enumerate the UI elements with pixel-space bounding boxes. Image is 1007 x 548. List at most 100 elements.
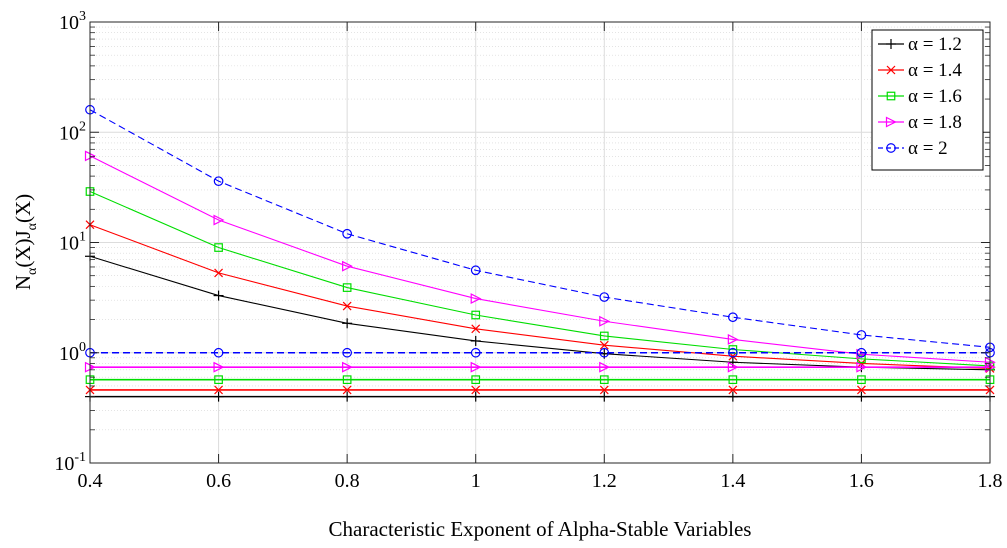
triangle-marker — [599, 315, 611, 327]
circle-marker — [728, 347, 738, 358]
x-axis-label: Characteristic Exponent of Alpha-Stable … — [329, 517, 752, 541]
plus-marker — [342, 318, 353, 329]
triangle-marker — [470, 361, 482, 373]
plus-marker — [886, 39, 896, 49]
marker-stroke — [857, 359, 866, 368]
plus-marker — [727, 391, 738, 402]
x-tick-label: 1.4 — [720, 470, 745, 492]
series-line — [89, 155, 991, 363]
x-marker — [728, 385, 738, 395]
legend-entry: α = 2 — [878, 138, 948, 159]
marker-stroke — [471, 385, 481, 395]
circle-marker — [886, 143, 896, 153]
x-tick-label: 0.4 — [78, 470, 103, 492]
x-tick-labels: 0.4 0.6 0.8 1 1.2 1.4 1.6 1.8 — [78, 470, 1003, 492]
legend-label: α = 1.4 — [908, 60, 962, 81]
x-tick-label: 1.2 — [592, 470, 617, 492]
x-tick-label: 1.8 — [978, 470, 1003, 492]
circle-marker — [213, 347, 224, 358]
x-marker — [471, 324, 481, 334]
triangle-marker — [727, 333, 739, 345]
triangle-marker — [885, 116, 897, 128]
y-tick-label: 101 — [59, 230, 86, 255]
marker-stroke — [342, 301, 352, 311]
plus-marker — [342, 391, 353, 402]
marker-stroke — [471, 324, 481, 334]
circle-marker — [728, 312, 738, 323]
plus-marker — [856, 391, 867, 402]
square-marker — [214, 375, 223, 385]
legend: α = 1.2 α = 1.4 α = 1.6 α = 1.8 α = 2 — [871, 29, 984, 171]
marker-stroke — [214, 385, 223, 395]
plus-marker — [470, 335, 481, 346]
plus-marker — [213, 391, 224, 402]
marker-stroke — [342, 385, 352, 395]
marker-stroke — [214, 268, 223, 278]
y-axis-label: Nα(X)Jα(X) — [11, 194, 40, 290]
marker-stroke — [886, 65, 896, 75]
square-marker — [886, 91, 896, 101]
x-marker — [886, 65, 896, 75]
series-layer — [84, 104, 996, 402]
legend-entry: α = 1.4 — [878, 60, 962, 81]
x-tick-label: 1.6 — [849, 470, 874, 492]
x-marker — [857, 385, 866, 395]
legend-label: α = 2 — [908, 138, 948, 159]
circle-marker — [342, 228, 352, 239]
marker-stroke — [599, 340, 609, 350]
series-line — [89, 109, 991, 348]
ticks — [89, 21, 991, 464]
plus-marker — [470, 391, 481, 402]
circle-marker — [213, 176, 224, 187]
y-tick-labels: 10-1 100 101 102 103 — [54, 9, 86, 475]
circle-marker — [856, 347, 867, 358]
legend-entry: α = 1.6 — [878, 86, 962, 107]
plus-marker — [213, 290, 224, 301]
plus-marker — [599, 391, 610, 402]
series-line — [89, 224, 991, 370]
x-marker — [214, 268, 223, 278]
circle-marker — [470, 265, 481, 276]
triangle-marker — [856, 361, 868, 373]
marker-stroke — [857, 385, 866, 395]
square-marker — [214, 243, 223, 252]
square-marker — [728, 375, 738, 385]
triangle-marker — [342, 260, 353, 272]
triangle-marker — [213, 214, 225, 226]
square-marker — [857, 375, 866, 385]
x-marker — [471, 385, 481, 395]
square-marker — [342, 375, 352, 385]
y-tick-label: 102 — [59, 119, 86, 144]
triangle-marker — [599, 361, 611, 373]
y-tick-label: 10-1 — [54, 450, 86, 475]
square-marker — [599, 375, 609, 385]
square-marker — [471, 375, 481, 385]
x-marker — [342, 301, 352, 311]
y-tick-label: 103 — [59, 9, 86, 34]
legend-label: α = 1.6 — [908, 86, 962, 107]
series-line — [89, 191, 991, 367]
x-marker — [599, 385, 609, 395]
legend-label: α = 1.2 — [908, 34, 962, 55]
triangle-marker — [470, 293, 482, 305]
x-tick-label: 0.8 — [335, 470, 360, 492]
circle-marker — [856, 330, 867, 340]
legend-entry: α = 1.2 — [878, 34, 962, 55]
circle-marker — [599, 292, 610, 302]
triangle-marker — [342, 361, 353, 373]
legend-label: α = 1.8 — [908, 112, 962, 133]
triangle-marker — [213, 361, 225, 373]
circle-marker — [470, 347, 481, 358]
x-marker — [214, 385, 223, 395]
series-line — [89, 255, 991, 371]
x-tick-label: 1 — [471, 470, 481, 492]
x-marker — [599, 340, 609, 350]
marker-stroke — [728, 385, 738, 395]
circle-marker — [342, 347, 352, 358]
square-marker — [471, 310, 481, 320]
square-marker — [599, 331, 609, 341]
marker-stroke — [599, 385, 609, 395]
legend-entry: α = 1.8 — [878, 112, 962, 133]
triangle-marker — [727, 361, 739, 373]
